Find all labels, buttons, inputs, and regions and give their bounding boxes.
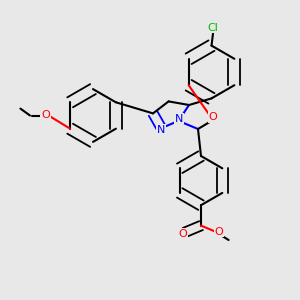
Text: O: O [214,226,224,237]
Text: O: O [178,229,188,239]
Text: N: N [175,113,184,124]
Text: N: N [157,124,166,135]
Text: O: O [41,110,50,121]
Text: O: O [208,112,217,122]
Text: Cl: Cl [208,22,218,33]
